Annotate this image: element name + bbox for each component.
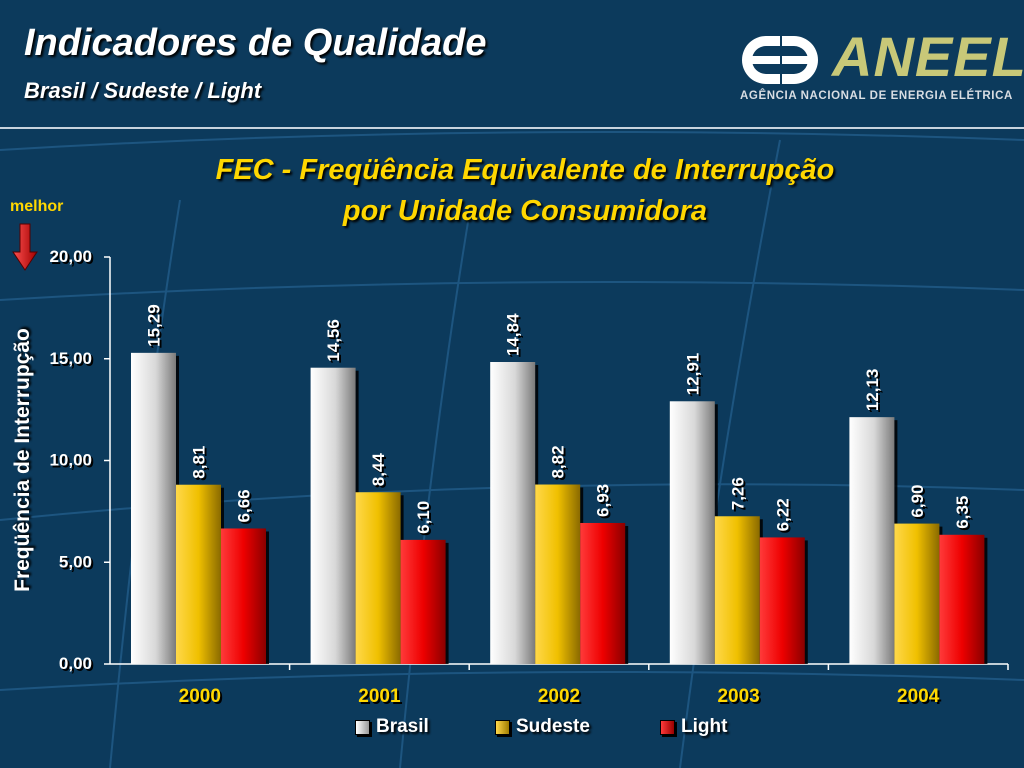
data-label-shadow: 14,56 — [326, 321, 345, 364]
chart-title-line2: por Unidade Consumidora — [342, 195, 708, 227]
bar-light — [759, 537, 805, 664]
page-subtitle: Brasil / Sudeste / Light — [24, 78, 262, 103]
header-divider — [0, 127, 1024, 129]
aneel-logo: ANEEL Agência Nacional de Energia Elétri… — [736, 25, 1024, 108]
data-label-shadow: 8,82 — [551, 447, 570, 480]
bar-sudeste — [355, 492, 401, 664]
data-label: 12,91 — [683, 353, 702, 396]
page-title: Indicadores de Qualidade — [24, 22, 487, 64]
legend-item-light: Light — [660, 716, 727, 738]
x-tick-label: 2000 — [179, 686, 221, 707]
y-tick-label: 10,00 — [49, 451, 92, 470]
x-tick-label-shadow: 2001 — [360, 688, 403, 709]
data-label: 8,81 — [190, 446, 209, 479]
legend-label-brasil: Brasil — [376, 716, 429, 737]
legend-label-light: Light — [681, 716, 728, 737]
data-label: 6,22 — [773, 498, 792, 531]
better-label: melhor — [10, 198, 64, 215]
data-label-shadow: 6,66 — [237, 491, 256, 524]
y-tick-label: 20,00 — [49, 247, 92, 266]
bar-sudeste — [894, 523, 940, 664]
bar-sudeste — [176, 484, 221, 664]
legend-swatch-light — [660, 719, 675, 735]
bar-brasil — [669, 401, 715, 664]
legend-item-brasil: Brasil — [355, 716, 429, 738]
data-label: 6,35 — [953, 496, 972, 529]
data-label-shadow: 15,29 — [147, 306, 166, 349]
logo-wordmark: ANEEL — [832, 25, 1024, 88]
bar-brasil — [131, 352, 176, 664]
aneel-logo-icon — [742, 36, 818, 84]
bar-light — [580, 522, 626, 664]
chart-title: FEC - Freqüência Equivalente de Interrup… — [130, 150, 920, 232]
y-tick-label-shadow: 10,00 — [51, 453, 94, 472]
data-label: 14,84 — [504, 313, 523, 356]
bar-light — [400, 539, 446, 664]
x-tick-label-shadow: 2000 — [181, 688, 223, 709]
x-tick-label-shadow: 2002 — [540, 688, 582, 709]
y-tick-label-shadow: 5,00 — [61, 554, 94, 573]
data-label: 14,56 — [324, 319, 343, 362]
data-label: 6,10 — [414, 501, 433, 534]
x-tick-label-shadow: 2003 — [719, 688, 761, 709]
data-label-shadow: 8,81 — [192, 448, 211, 481]
data-label: 8,82 — [549, 445, 568, 478]
data-label-shadow: 6,35 — [955, 498, 974, 531]
bar-light — [939, 534, 985, 664]
data-label: 6,93 — [594, 484, 613, 517]
legend-label-sudeste: Sudeste — [516, 716, 590, 737]
y-tick-label-shadow: 20,00 — [51, 249, 94, 268]
x-tick-label: 2001 — [358, 686, 401, 707]
y-tick-label: 5,00 — [59, 552, 92, 571]
legend-item-sudeste: Sudeste — [495, 716, 590, 738]
data-label: 8,44 — [369, 453, 388, 487]
y-tick-label: 15,00 — [49, 349, 92, 368]
bar-sudeste — [535, 484, 581, 664]
y-tick-label-shadow: 0,00 — [61, 656, 94, 675]
x-tick-label: 2003 — [717, 686, 759, 707]
x-tick-label: 2002 — [538, 686, 580, 707]
data-label: 6,90 — [908, 484, 927, 517]
legend-swatch-brasil — [355, 719, 370, 735]
data-label-shadow: 6,22 — [775, 500, 794, 533]
data-label-shadow: 7,26 — [730, 479, 749, 512]
x-tick-label-shadow: 2004 — [899, 688, 942, 709]
data-label: 12,13 — [863, 369, 882, 412]
bar-brasil — [849, 417, 895, 664]
data-label-shadow: 6,10 — [416, 503, 435, 536]
data-label-shadow: 12,91 — [685, 355, 704, 398]
bar-brasil — [490, 362, 536, 664]
bar-light — [221, 528, 266, 664]
data-label: 6,66 — [235, 489, 254, 522]
data-label-shadow: 8,44 — [371, 455, 390, 489]
data-label-shadow: 12,13 — [865, 371, 884, 414]
data-label: 15,29 — [145, 304, 164, 347]
logo-tagline: Agência Nacional de Energia Elétrica — [740, 90, 1013, 102]
data-label-shadow: 6,90 — [910, 486, 929, 519]
data-label-shadow: 14,84 — [506, 315, 525, 358]
data-label-shadow: 6,93 — [596, 486, 615, 519]
data-label: 7,26 — [728, 477, 747, 510]
chart-title-line1: FEC - Freqüência Equivalente de Interrup… — [215, 154, 835, 186]
x-tick-label: 2004 — [897, 686, 940, 707]
legend-swatch-sudeste — [495, 719, 510, 735]
arrow-down-icon — [12, 223, 38, 271]
y-tick-label: 0,00 — [59, 654, 92, 673]
bar-brasil — [310, 367, 356, 664]
bar-sudeste — [714, 516, 760, 664]
y-tick-label-shadow: 15,00 — [51, 351, 94, 370]
